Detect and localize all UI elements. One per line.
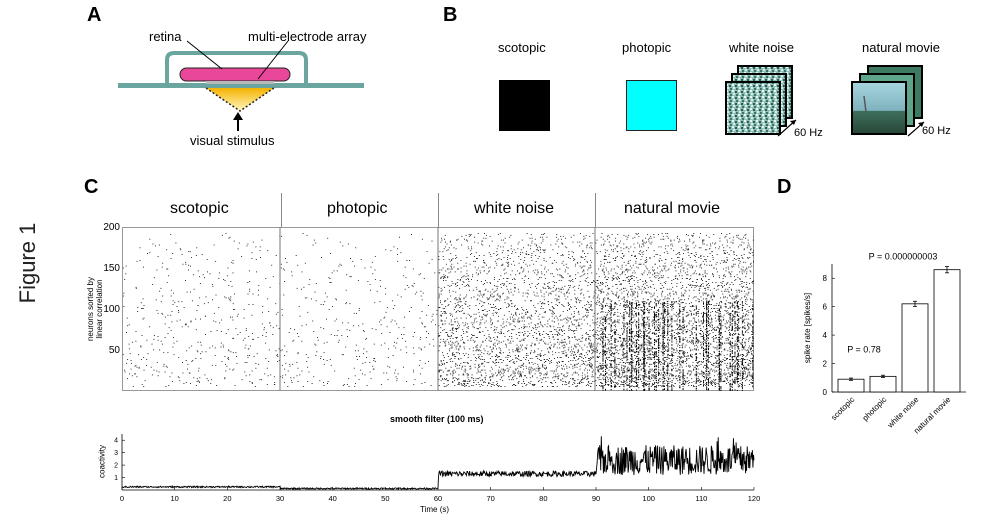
time-xlabel: Time (s) [420,505,450,514]
time-xtick: 50 [381,494,389,503]
cond-scotopic-label: scotopic [498,40,546,55]
coact-ylabel: coactivity [97,445,107,478]
wn-rate: 60 Hz [794,127,823,139]
cond-photopic-label: photopic [622,40,672,55]
section-scotopic: scotopic [170,200,229,217]
raster-ytick-100: 100 [103,304,120,315]
time-xtick: 60 [434,494,442,503]
retina-shape [179,67,291,82]
electrode-array [206,81,274,84]
white-noise-stack [725,65,797,137]
time-xtick: 90 [592,494,600,503]
bar-white-noise [901,303,929,393]
arrow-up-icon [233,112,243,120]
mea-base [118,83,364,88]
time-xtick: 20 [223,494,231,503]
panel-b-letter: B [443,4,458,26]
section-whitenoise: white noise [474,200,555,217]
spike-rate-chart: 0 2 4 6 8 spike rate [spikes/s] scotopic photop… [803,252,966,435]
cond-whitenoise-label: white noise [729,40,795,55]
coactivity-line [121,436,755,491]
panel-a-letter: A [87,4,102,26]
coactivity-chart: 1 2 3 4 0 10 20 30 40 50 60 70 80 90 100 110 120 [114,434,760,503]
time-xtick: 100 [642,494,655,503]
coact-ytick: 3 [114,450,118,457]
bar-scotopic [837,378,865,393]
section-photopic: photopic [327,200,388,217]
bar-photopic [869,375,897,393]
time-xtick: 40 [328,494,336,503]
raster-ytick-150: 150 [103,263,120,274]
cond-natural-label: natural movie [862,40,941,55]
bar-ytick: 6 [823,303,828,312]
panel-c-letter: C [84,176,99,198]
coact-ytick: 1 [114,475,118,482]
natural-movie-stack [851,65,925,137]
retina-label: retina [149,29,182,44]
scotopic-square [499,80,550,131]
bar-ytick: 2 [823,360,828,369]
bar-ytick: 4 [823,331,828,340]
bar-natural-movie [933,269,961,393]
raster-ytick-200: 200 [103,222,120,233]
filter-title: smooth filter (100 ms) [390,414,484,424]
bar-ytick: 8 [823,274,828,283]
bar-ytick: 0 [823,388,828,397]
time-xtick: 10 [170,494,178,503]
panel-a-diagram [118,40,364,131]
p-value-photopic: P = 0.78 [847,344,881,354]
array-label: multi-electrode array [248,29,367,44]
time-xtick: 0 [120,494,124,503]
raster-ylabel: neurons sorted by linear correlation [86,276,104,342]
bar-ylabel: spike rate [spikes/s] [803,293,812,363]
time-xtick: 70 [486,494,494,503]
time-xtick: 80 [539,494,547,503]
p-value-stimuli: P = 0.000000003 [869,252,938,262]
bar-category-label: photopic [861,395,889,423]
time-xtick: 120 [748,494,760,503]
figure-label: Figure 1 [15,222,40,304]
coact-ytick: 2 [114,463,118,470]
stimulus-cone [206,88,274,111]
chamber-outline [165,51,308,83]
time-xtick: 110 [695,494,707,503]
bar-category-label: scotopic [829,395,856,422]
section-natural: natural movie [624,200,721,217]
time-xtick: 30 [276,494,284,503]
nm-rate: 60 Hz [922,125,951,137]
stimulus-label: visual stimulus [190,133,275,148]
spike-raster [122,227,754,391]
photopic-square [626,80,677,131]
coact-ytick: 4 [114,438,118,445]
panel-d-letter: D [777,176,792,198]
raster-ytick-50: 50 [108,345,120,356]
